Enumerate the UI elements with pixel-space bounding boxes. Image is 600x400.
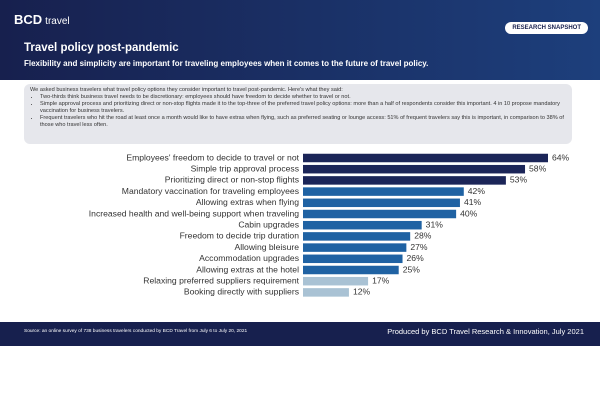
value-label: 26% bbox=[407, 253, 425, 263]
value-label: 12% bbox=[353, 287, 371, 297]
source: Source: an online survey of 738 business… bbox=[24, 329, 248, 334]
value-label: 41% bbox=[464, 197, 482, 207]
value-label: 27% bbox=[410, 242, 428, 252]
value-label: 58% bbox=[529, 163, 547, 173]
badge: RESEARCH SNAPSHOT bbox=[505, 22, 588, 34]
bar bbox=[303, 265, 399, 275]
category-label: Prioritizing direct or non-stop flights bbox=[165, 175, 299, 185]
category-label: Allowing extras at the hotel bbox=[196, 264, 299, 274]
category-label: Increased health and well-being support … bbox=[89, 208, 299, 218]
value-label: 25% bbox=[403, 264, 421, 274]
logo-mark: BCD bbox=[14, 12, 43, 27]
header-band bbox=[0, 0, 600, 80]
bar bbox=[303, 220, 422, 230]
bar bbox=[303, 276, 369, 286]
bar bbox=[303, 187, 464, 196]
category-label: Allowing bleisure bbox=[235, 242, 300, 252]
category-label: Simple trip approval process bbox=[191, 163, 299, 173]
bar bbox=[303, 243, 407, 252]
bar bbox=[303, 232, 411, 241]
bar bbox=[303, 176, 506, 185]
bar bbox=[303, 288, 349, 297]
intro-lead: We asked business travelers what travel … bbox=[30, 87, 343, 93]
value-label: 28% bbox=[414, 231, 432, 241]
bar bbox=[303, 254, 403, 264]
category-label: Allowing extras when flying bbox=[196, 197, 299, 207]
chart: Employees' freedom to decide to travel o… bbox=[89, 152, 570, 297]
bar bbox=[303, 153, 548, 163]
intro-bullet: Two-thirds think business travel needs t… bbox=[40, 94, 566, 101]
category-label: Relaxing preferred suppliers requirement bbox=[143, 275, 299, 285]
value-label: 64% bbox=[552, 152, 570, 162]
category-label: Freedom to decide trip duration bbox=[180, 231, 300, 241]
logo-text: travel bbox=[45, 16, 70, 27]
bar bbox=[303, 198, 460, 208]
credit: Produced by BCD Travel Research & Innova… bbox=[387, 327, 584, 336]
category-label: Cabin upgrades bbox=[238, 219, 299, 229]
intro-list: Two-thirds think business travel needs t… bbox=[30, 94, 566, 129]
title: Travel policy post-pandemic bbox=[24, 42, 179, 54]
category-label: Mandatory vaccination for traveling empl… bbox=[122, 186, 299, 196]
logo: BCD travel bbox=[14, 12, 70, 27]
category-label: Accommodation upgrades bbox=[199, 253, 299, 263]
footer-band bbox=[0, 322, 600, 346]
value-label: 53% bbox=[510, 175, 528, 185]
value-label: 42% bbox=[468, 186, 486, 196]
bar bbox=[303, 209, 457, 219]
subtitle: Flexibility and simplicity are important… bbox=[24, 59, 429, 68]
intro-box: We asked business travelers what travel … bbox=[24, 84, 572, 144]
intro-bullet: Simple approval process and prioritizing… bbox=[40, 101, 566, 115]
category-label: Booking directly with suppliers bbox=[184, 287, 299, 297]
value-label: 40% bbox=[460, 208, 478, 218]
value-label: 17% bbox=[372, 275, 390, 285]
bar bbox=[303, 164, 526, 174]
category-label: Employees' freedom to decide to travel o… bbox=[126, 152, 299, 162]
intro-bullet: Frequent travelers who hit the road at l… bbox=[40, 115, 566, 129]
value-label: 31% bbox=[426, 219, 444, 229]
